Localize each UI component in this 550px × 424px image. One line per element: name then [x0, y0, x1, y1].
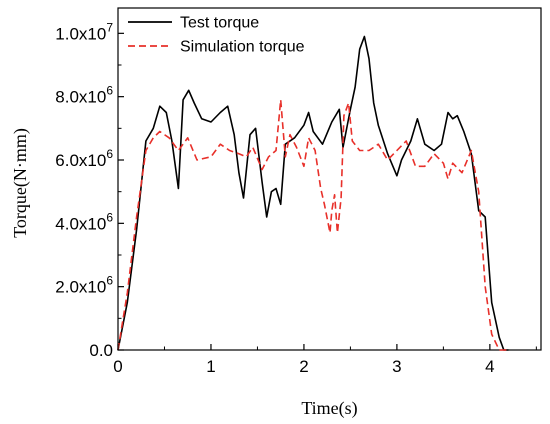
series-line-2	[117, 99, 509, 351]
plot-frame	[117, 7, 542, 351]
y-tick-label: 1.0x107	[55, 20, 113, 43]
y-tick-label: 2.0x106	[55, 274, 113, 297]
legend: Test torque Simulation torque	[128, 15, 305, 56]
x-tick-label: 2	[299, 357, 308, 376]
y-tick-exponent: 6	[106, 274, 113, 288]
y-tick-label: 8.0x106	[55, 84, 113, 107]
axis-ticks: 0 1 2 3 4 0.0 2.0x106 4.0x106 6.0x106 8.0x106 1.0x…	[55, 20, 537, 376]
x-tick-label: 1	[206, 357, 215, 376]
y-tick-label: 0.0	[89, 341, 113, 360]
y-tick-exponent: 7	[106, 20, 113, 34]
plot-area	[117, 7, 542, 351]
y-tick-label: 6.0x106	[55, 147, 113, 170]
legend-label-2: Simulation torque	[180, 39, 305, 56]
x-tick-label: 0	[113, 357, 122, 376]
y-tick-label: 4.0x106	[55, 210, 113, 233]
y-tick-exponent: 6	[106, 147, 113, 161]
legend-label-1: Test torque	[180, 15, 259, 32]
x-tick-label: 3	[392, 357, 401, 376]
y-tick-exponent: 6	[106, 84, 113, 98]
series-line-1	[117, 35, 509, 351]
x-tick-label: 4	[485, 357, 494, 376]
y-axis-label: Torque(N·mm)	[10, 128, 31, 238]
y-tick-exponent: 6	[106, 210, 113, 224]
x-axis-label: Time(s)	[301, 398, 357, 419]
